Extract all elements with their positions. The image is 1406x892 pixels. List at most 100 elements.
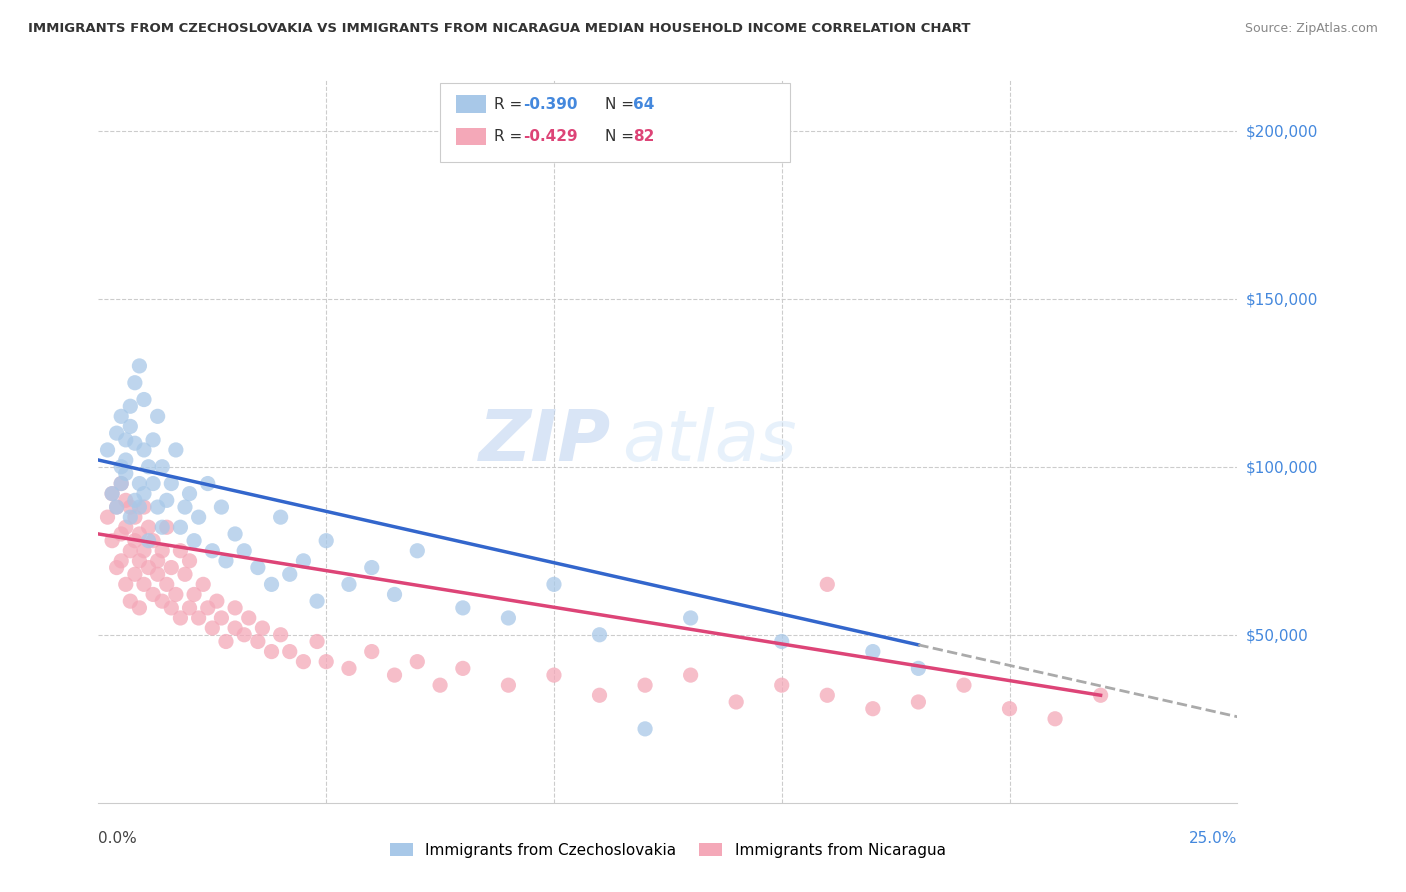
Point (128, 500, 150, 514)
Point (120, 543, 142, 558)
Point (725, 695, 748, 709)
Point (1043, 712, 1066, 726)
Point (588, 628, 610, 642)
Point (201, 543, 224, 558)
Point (292, 554, 315, 568)
Point (132, 577, 155, 591)
Point (169, 543, 191, 558)
Point (114, 467, 136, 481)
Point (205, 594, 228, 608)
Text: 82: 82 (633, 129, 654, 144)
Point (142, 587, 165, 601)
Point (201, 621, 224, 635)
Text: R =: R = (494, 97, 527, 112)
Point (110, 527, 132, 541)
Point (105, 500, 128, 514)
Point (233, 543, 256, 558)
Point (165, 587, 187, 601)
Point (146, 409, 169, 424)
Point (260, 644, 283, 658)
Point (406, 655, 429, 669)
Point (260, 577, 283, 591)
Point (138, 560, 160, 574)
Point (150, 459, 173, 474)
Point (224, 600, 246, 615)
Point (233, 628, 256, 642)
Point (101, 533, 124, 548)
Point (132, 543, 155, 558)
Point (114, 493, 136, 508)
Point (105, 560, 128, 574)
Point (588, 688, 610, 702)
Point (224, 527, 246, 541)
Point (160, 476, 183, 491)
Point (142, 533, 165, 548)
Point (128, 527, 150, 541)
Text: atlas: atlas (623, 407, 797, 476)
Point (209, 500, 232, 514)
Point (634, 722, 657, 736)
Point (543, 668, 565, 682)
Point (124, 567, 146, 582)
Point (498, 611, 520, 625)
Point (124, 510, 146, 524)
Point (679, 611, 702, 625)
Point (114, 520, 136, 534)
Point (138, 459, 160, 474)
Point (169, 520, 191, 534)
Point (307, 594, 329, 608)
Text: 0.0%: 0.0% (98, 830, 138, 846)
Point (998, 702, 1021, 716)
Point (634, 678, 657, 692)
Point (150, 594, 173, 608)
Point (215, 634, 238, 648)
Point (120, 594, 142, 608)
Point (156, 520, 179, 534)
Point (292, 655, 315, 669)
Point (124, 376, 146, 390)
Point (337, 577, 360, 591)
Point (114, 453, 136, 467)
Point (160, 600, 183, 615)
Legend: Immigrants from Czechoslovakia, Immigrants from Nicaragua: Immigrants from Czechoslovakia, Immigran… (384, 837, 952, 863)
Point (406, 543, 429, 558)
Point (315, 533, 337, 548)
Point (224, 621, 246, 635)
Point (120, 500, 142, 514)
Point (114, 577, 136, 591)
Point (132, 500, 155, 514)
Point (209, 611, 232, 625)
Point (128, 600, 150, 615)
Point (128, 554, 150, 568)
Point (174, 500, 197, 514)
Point (128, 476, 150, 491)
Point (197, 600, 219, 615)
Point (183, 587, 205, 601)
Point (543, 577, 565, 591)
Point (120, 399, 142, 413)
Point (114, 433, 136, 447)
Point (142, 433, 165, 447)
Point (815, 688, 838, 702)
Point (138, 533, 160, 548)
Point (770, 634, 793, 648)
Text: N =: N = (605, 97, 638, 112)
Point (815, 577, 838, 591)
Point (429, 678, 451, 692)
Point (498, 678, 520, 692)
Point (160, 560, 183, 574)
Point (110, 459, 132, 474)
Point (246, 634, 269, 648)
Point (246, 560, 269, 574)
Point (150, 520, 173, 534)
Point (110, 409, 132, 424)
Point (278, 567, 301, 582)
Point (451, 600, 474, 615)
Point (953, 678, 976, 692)
Point (138, 520, 160, 534)
Point (252, 621, 274, 635)
Point (238, 611, 260, 625)
Point (215, 554, 238, 568)
Text: 25.0%: 25.0% (1189, 830, 1237, 846)
Point (337, 661, 360, 675)
